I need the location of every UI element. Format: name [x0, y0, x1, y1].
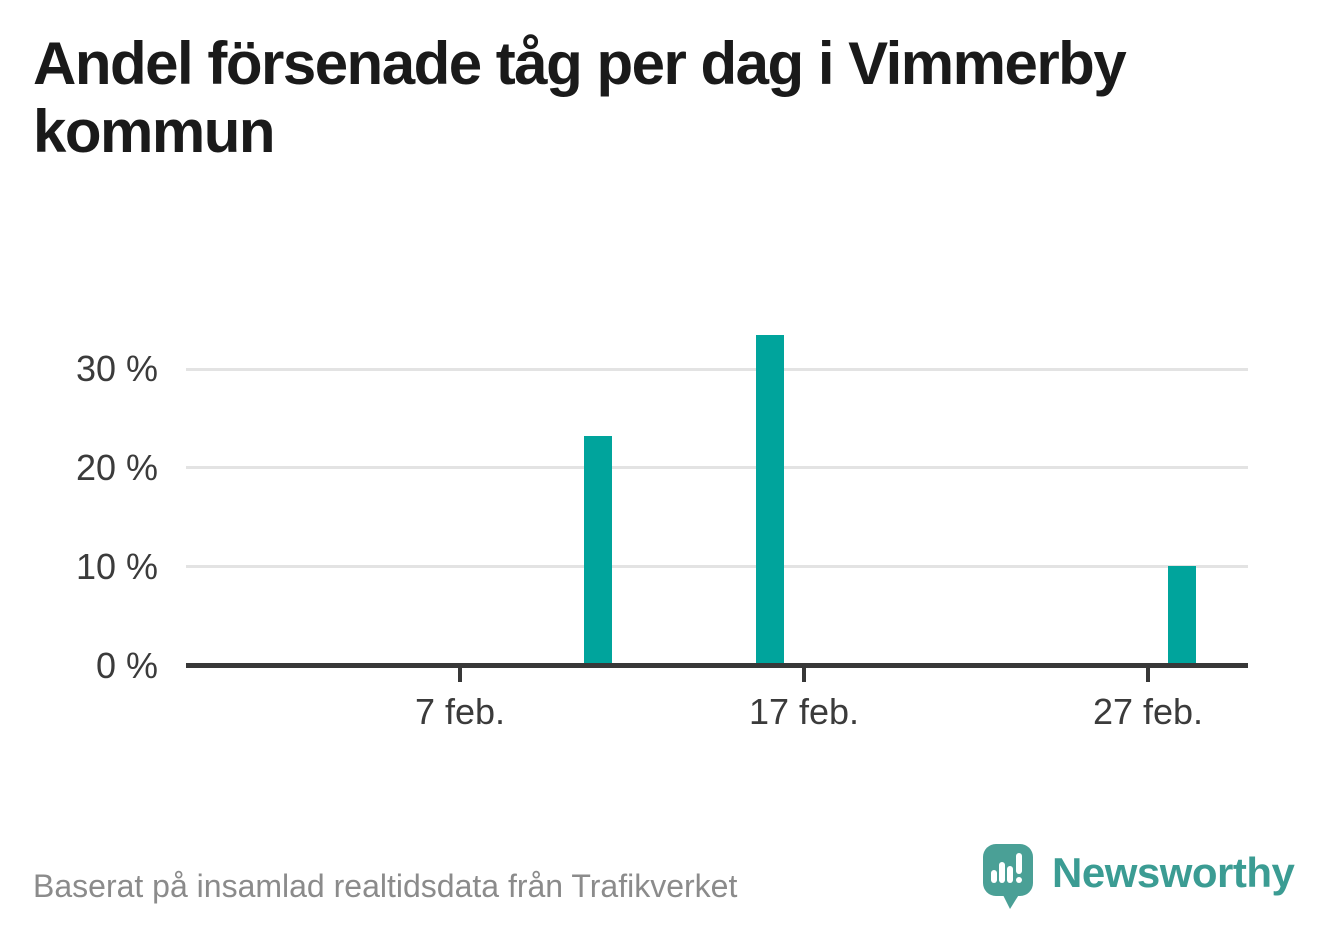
x-tick — [802, 668, 806, 682]
y-tick-label: 0 % — [95, 644, 158, 686]
chart-title-line2: kommun — [33, 98, 276, 165]
chart-title: Andel försenade tåg per dag i Vimmerby k… — [33, 30, 1308, 166]
source-note: Baserat på insamlad realtidsdata från Tr… — [33, 868, 738, 904]
gridline-30 — [186, 367, 1248, 371]
chart-title-line1: Andel försenade tåg per dag i Vimmerby — [33, 30, 1127, 97]
y-tick-label: 10 % — [75, 545, 158, 587]
x-axis-line — [186, 663, 1248, 668]
newsworthy-wordmark: Newsworthy — [1052, 849, 1295, 896]
x-tick-label: 27 feb. — [1092, 691, 1204, 732]
newsworthy-logo: Newsworthy — [982, 843, 1295, 913]
bar — [755, 334, 784, 666]
x-tick — [1146, 668, 1150, 682]
gridline-20 — [186, 466, 1248, 470]
gridline-10 — [186, 565, 1248, 569]
x-tick-label: 7 feb. — [414, 691, 506, 732]
newsworthy-bubble-chart-icon — [983, 844, 1033, 909]
bar — [583, 436, 612, 666]
y-tick-label: 30 % — [75, 348, 158, 390]
x-tick — [458, 668, 462, 682]
bar — [1168, 565, 1197, 666]
x-tick-label: 17 feb. — [748, 691, 860, 732]
y-tick-label: 20 % — [75, 446, 158, 488]
